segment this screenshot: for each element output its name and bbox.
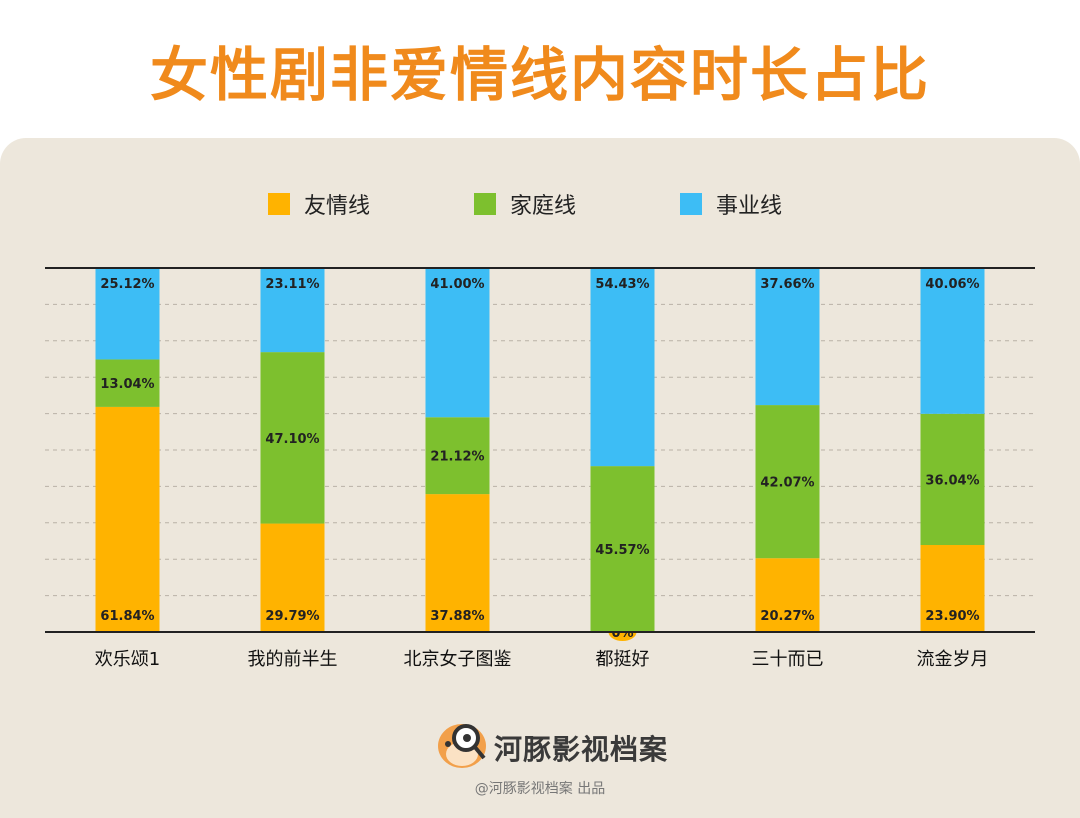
credit-line: @河豚影视档案 出品 <box>474 781 606 797</box>
pufferfish-logo-icon <box>438 724 486 768</box>
data-label: 54.43% <box>595 277 649 292</box>
bar-segment-career <box>260 268 325 353</box>
legend-item-friendship: 友情线 <box>268 188 370 220</box>
bar-segment-career <box>920 268 985 414</box>
data-label: 37.88% <box>430 609 484 624</box>
bar-segment-career <box>95 268 160 360</box>
data-label: 25.12% <box>100 277 154 292</box>
data-label: 23.90% <box>925 609 979 624</box>
brand-logo: 河豚影视档案 <box>432 708 672 778</box>
data-label: 29.79% <box>265 609 319 624</box>
data-label: 45.57% <box>595 543 649 558</box>
page-title: 女性剧非爱情线内容时长占比 <box>149 41 930 109</box>
bar-segment-family <box>920 413 985 546</box>
bar-segment-career <box>755 268 820 406</box>
data-label: 23.11% <box>265 277 319 292</box>
legend-swatch-career <box>680 193 702 215</box>
legend-swatch-family <box>474 193 496 215</box>
bar-segment-family <box>95 359 160 407</box>
legend-item-family: 家庭线 <box>474 188 576 220</box>
legend-label-career: 事业线 <box>716 194 783 219</box>
category-label: 欢乐颂1 <box>95 649 160 670</box>
bar-segment-friendship <box>920 545 985 632</box>
data-label: 20.27% <box>760 609 814 624</box>
data-label: 61.84% <box>100 609 154 624</box>
legend-label-family: 家庭线 <box>510 194 577 219</box>
data-label: 41.00% <box>430 277 484 292</box>
bar-segment-friendship <box>755 558 820 632</box>
data-label: 37.66% <box>760 277 814 292</box>
bar-segment-family <box>755 405 820 559</box>
category-label: 北京女子图鉴 <box>404 649 512 670</box>
category-label: 我的前半生 <box>248 649 338 670</box>
category-label: 都挺好 <box>596 649 650 670</box>
chart-panel <box>0 138 1080 818</box>
legend-swatch-friendship <box>268 193 290 215</box>
bar-segment-career <box>425 268 490 418</box>
data-label: 21.12% <box>430 450 484 465</box>
data-label: 13.04% <box>100 377 154 392</box>
category-label: 流金岁月 <box>917 649 989 670</box>
bar-segment-family <box>590 466 655 632</box>
bar-segment-family <box>425 417 490 495</box>
brand-name: 河豚影视档案 <box>494 733 669 766</box>
bar-segment-family <box>260 352 325 524</box>
data-label: 47.10% <box>265 432 319 447</box>
data-label: 42.07% <box>760 476 814 491</box>
bar-segment-friendship <box>95 406 160 632</box>
data-label: 40.06% <box>925 277 979 292</box>
bar-segment-career <box>590 268 655 467</box>
legend-item-career: 事业线 <box>680 188 782 220</box>
category-label: 三十而已 <box>752 649 824 670</box>
bar-segment-friendship <box>425 494 490 632</box>
bar-segment-friendship <box>260 523 325 632</box>
data-label: 36.04% <box>925 473 979 488</box>
legend-label-friendship: 友情线 <box>304 194 371 219</box>
legend: 友情线 家庭线 事业线 <box>0 188 1080 220</box>
